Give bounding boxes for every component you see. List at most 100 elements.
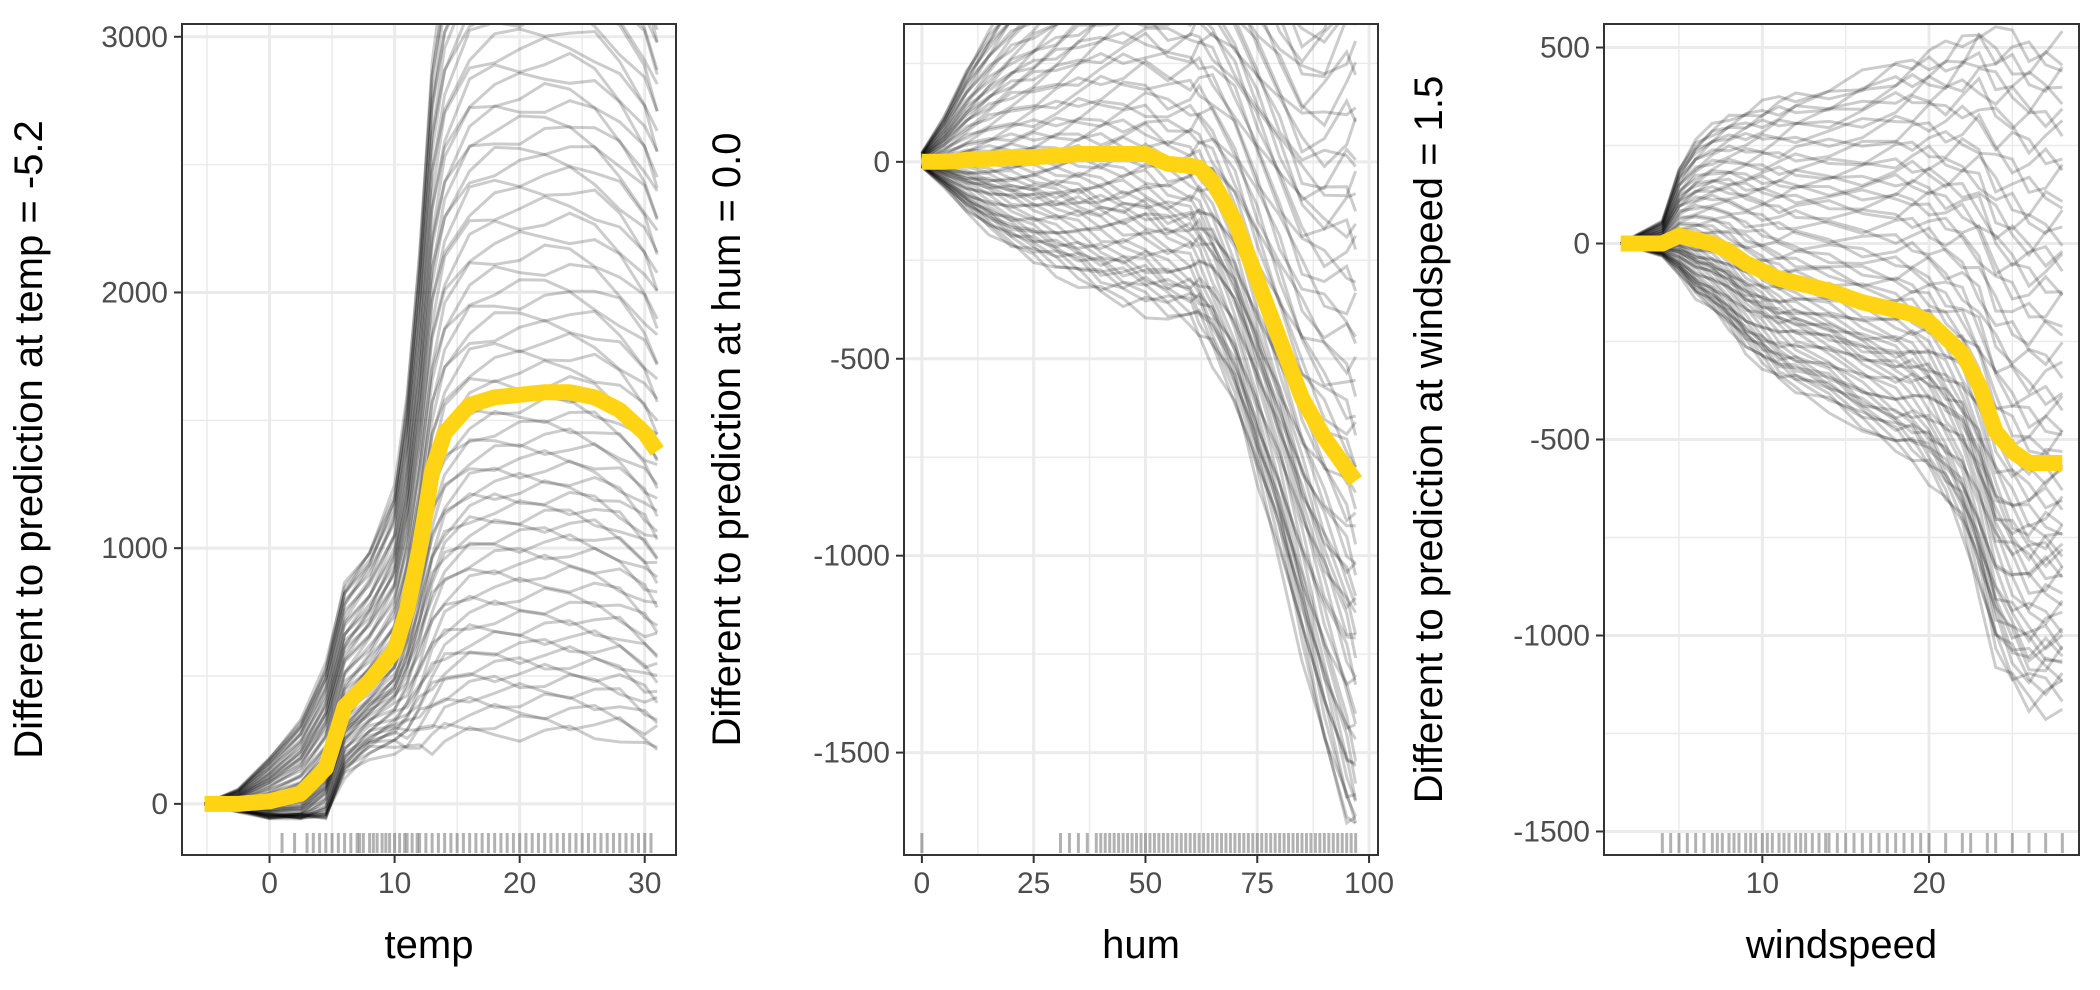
- ice-curve: [921, 164, 1358, 803]
- ice-curve: [204, 637, 659, 819]
- ice-curve: [1620, 242, 2064, 703]
- ice-curve: [1620, 242, 2064, 551]
- ice-curve: [204, 662, 659, 819]
- y-tick-label: 3000: [101, 21, 168, 54]
- ice-curve: [204, 681, 658, 820]
- ice-curve: [1620, 242, 2064, 651]
- ice-curve: [1620, 205, 2064, 367]
- ice-curve: [1620, 242, 2063, 536]
- panel-border: [903, 23, 1379, 856]
- pdp-line: [204, 384, 664, 812]
- ice-curve: [203, 24, 659, 806]
- ice-curve: [204, 185, 659, 806]
- ice-curve: [204, 724, 658, 821]
- ice-curve: [1620, 242, 2064, 697]
- ice-curve: [1620, 193, 2064, 301]
- ice-curve: [204, 673, 658, 821]
- x-tick-label: 0: [914, 867, 931, 900]
- ice-curve: [1620, 242, 2064, 569]
- ice-curve: [1620, 242, 2064, 722]
- x-tick-label: 20: [1912, 867, 1945, 900]
- ice-curve: [920, 24, 1358, 169]
- ice-curve: [921, 161, 1356, 528]
- ice-curve: [1620, 50, 2064, 245]
- ice-curve: [1620, 218, 2064, 407]
- ice-curve: [1620, 223, 2064, 430]
- ice-curve: [1620, 242, 2064, 596]
- ice-curve: [204, 599, 658, 820]
- ice-curve: [921, 161, 1358, 545]
- ice-curve: [204, 24, 659, 806]
- ice-curve: [921, 117, 1357, 421]
- x-tick-label: 10: [378, 867, 411, 900]
- ice-curve: [204, 533, 659, 816]
- ice-curve: [204, 619, 659, 819]
- plot-area: [203, 24, 664, 853]
- ice-curve: [921, 91, 1357, 376]
- plot-area: [920, 24, 1363, 853]
- y-tick-label: 0: [1573, 228, 1590, 261]
- ice-curve: [921, 163, 1356, 640]
- ice-curve: [204, 586, 659, 820]
- ice-curve: [1620, 242, 2064, 664]
- ice-curve: [1620, 213, 2064, 395]
- ice-curve: [204, 114, 659, 806]
- x-tick-label: 100: [1344, 867, 1394, 900]
- panel-border: [181, 23, 677, 856]
- ice-curve: [920, 164, 1356, 765]
- ice-curve: [204, 644, 658, 818]
- ice-curve: [921, 161, 1357, 575]
- ice-curve: [204, 24, 659, 806]
- ice-curve: [921, 52, 1358, 292]
- ice-curve: [204, 81, 659, 806]
- ice-curve: [203, 24, 439, 806]
- ice-curve: [204, 51, 659, 806]
- panel-windspeed: 10 20 -1500 -1000 -500 0 500 windspeed Different…: [1407, 23, 2080, 967]
- ice-curve: [1620, 129, 2064, 245]
- ice-curve: [921, 161, 1358, 607]
- ice-curve: [1620, 214, 2064, 379]
- ice-curve: [920, 24, 1358, 212]
- ice-curve: [921, 162, 1357, 611]
- ice-curve: [204, 229, 659, 806]
- ice-curve: [1620, 242, 2063, 644]
- ice-curve: [1620, 226, 2063, 437]
- x-axis-title: windspeed: [1745, 923, 1937, 967]
- ice-curve: [204, 125, 659, 806]
- ice-curve: [1620, 102, 2064, 245]
- ice-curve: [204, 262, 659, 806]
- ice-curve: [204, 656, 658, 819]
- ice-curve: [1620, 238, 2064, 511]
- ice-curve: [920, 24, 1357, 158]
- ice-curve: [204, 318, 659, 806]
- ice-curve: [1620, 172, 2064, 269]
- ice-curve: [1620, 242, 2064, 673]
- x-tick-label: 50: [1129, 867, 1162, 900]
- ice-curve: [204, 553, 659, 817]
- ice-curve: [1620, 242, 2064, 528]
- ice-curve: [921, 163, 1358, 686]
- ice-curve: [921, 164, 1358, 784]
- ice-curve: [920, 24, 1357, 191]
- ice-curve: [921, 165, 1358, 801]
- x-tick-label: 0: [261, 867, 278, 900]
- ice-curve: [204, 194, 659, 806]
- ice-curve: [1620, 242, 2064, 579]
- ice-curve: [920, 24, 1340, 155]
- ice-curve: [1619, 33, 2063, 245]
- x-tick-label: 20: [503, 867, 536, 900]
- ice-curve: [1620, 193, 2064, 319]
- ice-curve: [204, 499, 659, 812]
- ice-curve: [921, 163, 1357, 731]
- ice-curve: [1620, 242, 2064, 579]
- ice-curve: [204, 35, 659, 806]
- y-axis-title: Different to prediction at windspeed = 1…: [1407, 76, 1451, 804]
- ice-curve: [921, 161, 1358, 576]
- ice-curve: [1620, 242, 2063, 686]
- y-tick-label: 0: [873, 146, 890, 179]
- ice-curve: [1620, 78, 2064, 245]
- ice-curve: [204, 702, 659, 820]
- ice-curve: [921, 121, 1357, 437]
- ice-curve: [204, 24, 659, 806]
